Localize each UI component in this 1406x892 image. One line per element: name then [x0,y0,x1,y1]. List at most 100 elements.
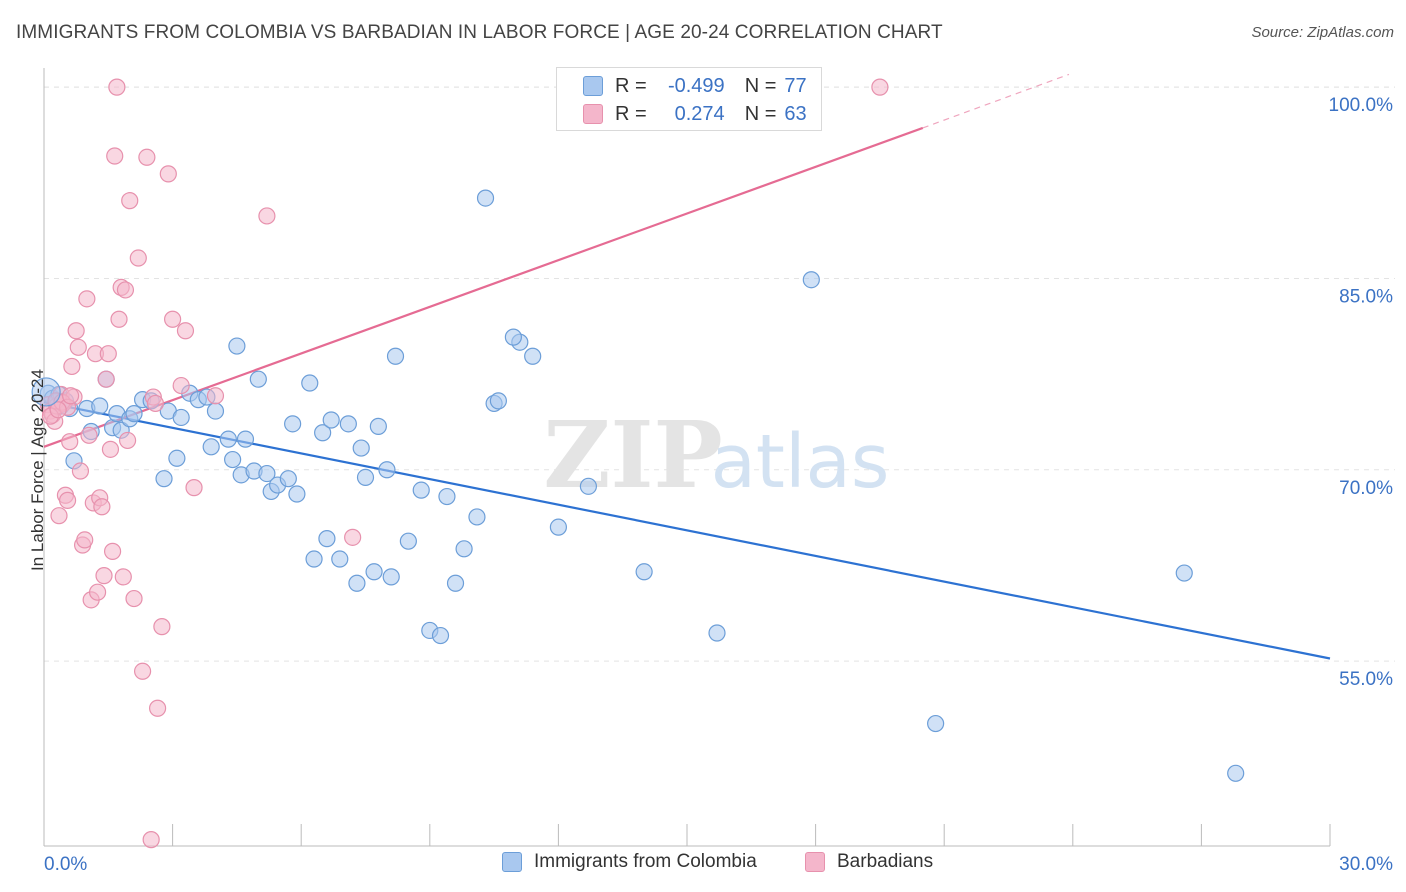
barbadian-point [63,357,81,376]
colombia-point [386,347,405,365]
barbadian-point [185,479,203,497]
barbadian-point [118,431,137,450]
colombia-point [155,470,173,488]
r-value: -0.499 [667,74,725,97]
axes [43,68,1331,847]
colombia-point [369,417,387,435]
barbadian-point [258,207,276,225]
colombia-point [348,574,366,592]
barbadian-point [58,491,77,509]
colombia-point [228,337,246,355]
legend-swatch-blue [583,76,603,96]
legend-swatch-blue [502,852,522,872]
colombia-point [318,530,336,548]
n-label: N = [744,102,777,125]
barbadian-point [99,345,117,363]
barbadian-point [49,401,67,419]
x-tick-label: 0.0% [44,854,87,875]
barbadian-point [148,699,167,717]
colombia-point [249,370,267,388]
watermark: ZIP atlas [543,401,889,509]
colombia-point [301,374,319,392]
colombia-point [579,477,598,495]
barbadian-point [71,462,90,480]
watermark-zip: ZIP [543,401,722,509]
correlation-legend: R = -0.499 N = 77 R = 0.274 N = 63 [556,67,822,131]
y-tick-label: 70.0% [1339,478,1393,499]
barbadian-point [121,192,139,210]
y-axis-label: In Labor Force | Age 20-24 [28,369,47,571]
barbadian-point [95,567,113,585]
legend-label-barbadians: Barbadians [837,851,934,872]
barbadian-point [61,433,79,451]
source-note: Source: ZipAtlas.com [1251,24,1394,41]
barbadian-point [138,148,156,166]
data-points [31,78,1245,849]
colombia-point [305,550,323,568]
colombia-point [927,714,945,733]
tick-labels: 55.0% 70.0% 85.0% 100.0% 0.0% 30.0% [44,95,1393,875]
colombia-point [1227,764,1245,782]
barbadian-point [80,426,98,444]
colombia-point [489,392,507,410]
barbadian-point [88,583,107,601]
colombia-point [172,408,190,427]
barbadian-point [871,78,889,96]
barbadian-trend-extension [922,73,1070,129]
colombia-point [288,485,306,503]
barbadian-point [108,78,126,96]
barbadian-point [129,249,147,267]
barbadian-point [69,338,87,356]
colombia-point [339,415,357,433]
barbadian-point [142,831,160,849]
colombia-point [31,377,61,407]
barbadian-point [133,662,152,680]
colombia-point [284,415,302,433]
colombia-point [431,626,450,645]
colombia-point [438,487,456,506]
colombia-point [322,411,340,429]
colombia-point [399,532,417,550]
colombia-point [236,430,255,448]
colombia-point [382,568,400,586]
barbadian-point [114,568,132,586]
trend-lines [43,73,1331,660]
r-label: R = [615,74,647,97]
colombia-point [468,508,486,526]
barbadian-point [101,440,120,458]
barbadian-point [61,387,80,405]
colombia-point [549,518,568,536]
barbadian-point [93,498,111,516]
colombia-point [168,449,186,467]
colombia-point [524,347,542,365]
legend-row-colombia: R = -0.499 N = 77 [583,73,807,99]
colombia-point [455,540,473,558]
barbadian-point [206,387,225,405]
barbadian-point [176,322,195,340]
barbadian-point [78,290,96,308]
barbadian-point [50,507,68,525]
chart-title: IMMIGRANTS FROM COLOMBIA VS BARBADIAN IN… [16,22,943,43]
colombia-point [125,405,143,423]
legend-row-barbadians: R = 0.274 N = 63 [583,101,807,127]
x-tick-label: 30.0% [1339,854,1393,875]
colombia-point [314,424,332,442]
colombia-point [352,439,370,457]
colombia-point [91,397,109,415]
colombia-point [504,328,522,346]
barbadian-point [164,310,182,328]
barbadian-point [146,394,165,413]
r-label: R = [615,102,647,125]
barbadian-point [106,147,124,165]
y-tick-label: 55.0% [1339,669,1393,690]
y-tick-label: 100.0% [1329,95,1394,116]
barbadian-point [103,542,122,560]
colombia-point [365,563,383,581]
colombia-point [279,470,297,488]
n-value: 63 [784,102,807,125]
colombia-point [202,438,220,456]
colombia-point [802,271,820,289]
colombia-point [708,624,726,642]
barbadian-point [116,281,135,299]
